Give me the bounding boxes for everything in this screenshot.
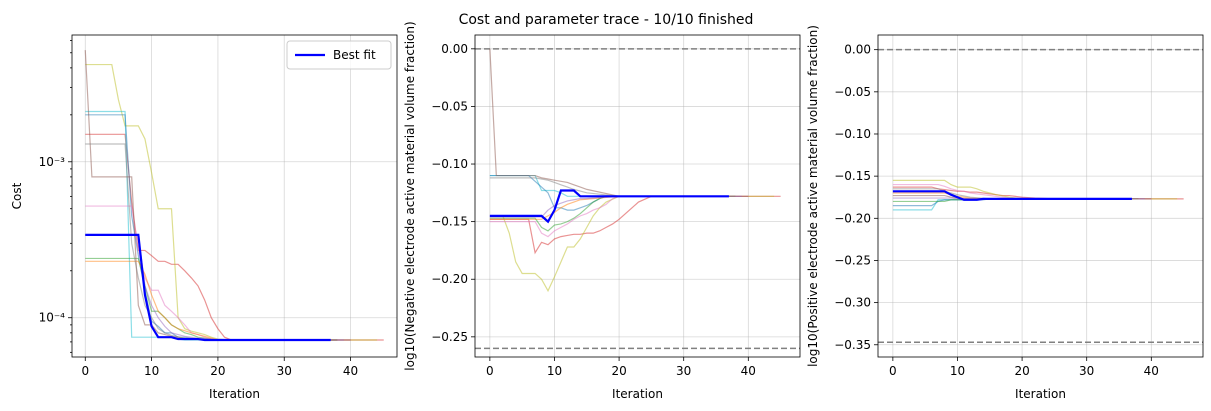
y-tick-label: −0.20	[834, 211, 871, 225]
y-axis-label: log10(Positive electrode active material…	[806, 25, 820, 367]
y-axis-label: Cost	[10, 182, 24, 209]
run-trace-line	[489, 195, 736, 232]
x-tick-label: 40	[343, 364, 358, 378]
x-axis-label: Iteration	[612, 387, 663, 401]
y-tick-label: −0.15	[431, 215, 468, 229]
y-tick-label: −0.25	[431, 330, 468, 344]
x-tick-label: 30	[1079, 364, 1094, 378]
plot-area	[892, 179, 1184, 211]
run-trace-line	[489, 195, 775, 293]
panels: 0 10 20 30 40 10⁻⁴ 10⁻³ Iteration Cost Best fit 0 1…	[10, 21, 1204, 401]
x-tick-label: 0	[889, 364, 897, 378]
axes-frame	[71, 34, 398, 358]
legend: Best fit	[286, 40, 392, 70]
run-trace-line	[489, 177, 736, 197]
run-trace-line	[85, 260, 338, 341]
y-tick-label: −0.05	[834, 85, 871, 99]
plot-area	[489, 48, 781, 293]
best-fit-line	[892, 190, 1132, 201]
x-tick-label: 20	[611, 364, 626, 378]
y-tick-label: −0.35	[834, 338, 871, 352]
y-tick-label: −0.15	[834, 169, 871, 183]
figure-title: Cost and parameter trace - 10/10 finishe…	[459, 12, 754, 28]
x-tick-label: 40	[741, 364, 756, 378]
run-trace-line	[489, 174, 729, 197]
run-trace-line	[489, 195, 781, 255]
run-trace-line	[892, 198, 1132, 211]
run-trace-line	[85, 257, 338, 341]
y-axis-label: log10(Negative electrode active material…	[403, 21, 417, 370]
x-tick-label: 10	[950, 364, 965, 378]
x-tick-label: 10	[547, 364, 562, 378]
axes-frame	[877, 34, 1204, 358]
y-tick-label: −0.05	[431, 99, 468, 113]
x-tick-label: 20	[1014, 364, 1029, 378]
run-trace-line	[85, 143, 338, 341]
best-fit-line	[489, 189, 729, 224]
y-tick-label: 0.00	[844, 43, 871, 57]
run-trace-line	[489, 195, 742, 218]
run-trace-line	[489, 48, 749, 197]
y-tick-label: −0.10	[834, 127, 871, 141]
run-trace-line	[489, 195, 749, 238]
y-tick-label: −0.10	[431, 157, 468, 171]
x-axis-label: Iteration	[209, 387, 260, 401]
axes-frame	[474, 34, 801, 358]
y-tick-label: −0.25	[834, 253, 871, 267]
x-tick-label: 30	[277, 364, 292, 378]
run-trace-line	[85, 114, 338, 341]
legend-best-fit-label: Best fit	[333, 48, 376, 62]
y-tick-label: 10⁻⁴	[39, 311, 66, 325]
x-tick-label: 0	[486, 364, 494, 378]
y-tick-label: −0.20	[431, 272, 468, 286]
x-tick-label: 0	[81, 364, 89, 378]
plot-area	[84, 50, 384, 342]
best-fit-line	[85, 233, 331, 342]
run-trace-line	[489, 174, 736, 211]
run-trace-line	[85, 133, 384, 341]
panel-cost: 0 10 20 30 40 10⁻⁴ 10⁻³ Iteration Cost Best fit	[10, 34, 398, 401]
panel-negative: 0 10 20 30 40 0.00 −0.05 −0.10 −0.15 −0.20 −0.25 It…	[403, 21, 801, 401]
x-tick-label: 40	[1144, 364, 1159, 378]
x-tick-label: 10	[144, 364, 159, 378]
x-tick-label: 20	[210, 364, 225, 378]
y-tick-label: −0.30	[834, 296, 871, 310]
y-tick-label: 0.00	[441, 42, 468, 56]
y-tick-label: 10⁻³	[39, 155, 66, 169]
x-axis-label: Iteration	[1015, 387, 1066, 401]
x-tick-label: 30	[676, 364, 691, 378]
legend-box	[286, 40, 392, 70]
panel-positive: 0 10 20 30 40 0.00 −0.05 −0.10 −0.15 −0.20 −0.25 −0…	[806, 25, 1204, 401]
run-trace-line	[85, 110, 331, 341]
